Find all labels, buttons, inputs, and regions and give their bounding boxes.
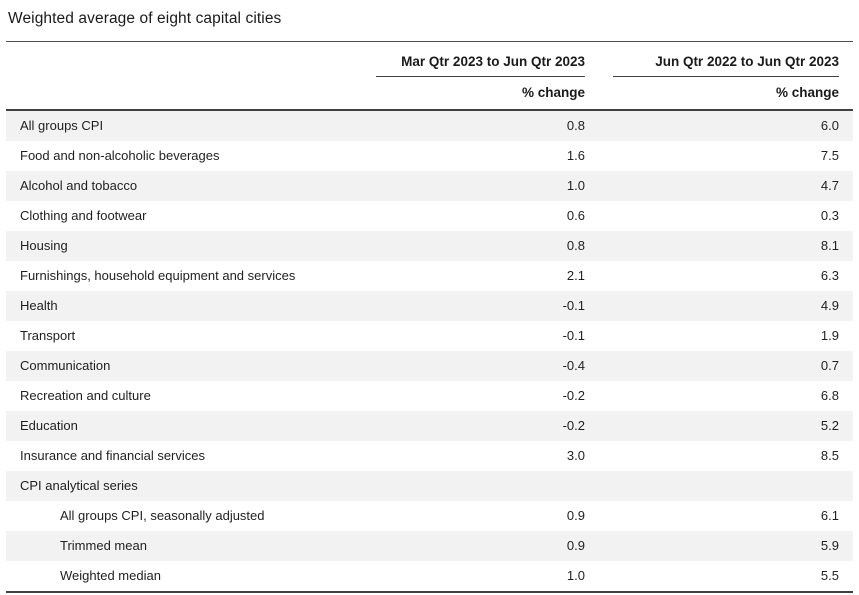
row-value-quarterly: -0.4 (562, 358, 585, 373)
title-divider (6, 41, 853, 42)
table-row: Trimmed mean 0.9 5.9 (6, 531, 853, 561)
row-value-annual: 1.9 (820, 328, 839, 343)
table-row: Health -0.1 4.9 (6, 291, 853, 321)
subheader-quarterly-pct-change: % change (362, 77, 599, 111)
row-label: Health (20, 298, 58, 313)
row-value-quarterly: 0.8 (566, 238, 585, 253)
row-label: Communication (20, 358, 111, 373)
row-value-quarterly: 3.0 (566, 448, 585, 463)
row-label: Transport (20, 328, 76, 343)
row-value-quarterly: -0.1 (562, 298, 585, 313)
row-label: Weighted median (6, 561, 362, 593)
row-value-quarterly: 0.9 (566, 538, 585, 553)
column-header-quarterly: Mar Qtr 2023 to Jun Qtr 2023 (362, 42, 599, 77)
empty-subheader-cell (6, 77, 362, 111)
table-row: All groups CPI, seasonally adjusted 0.9 … (6, 501, 853, 531)
row-label: CPI analytical series (20, 478, 138, 493)
row-value-annual: 5.5 (599, 561, 853, 593)
row-label: Trimmed mean (60, 538, 147, 553)
row-value-annual: 5.2 (820, 418, 839, 433)
row-value-annual: 6.0 (820, 118, 839, 133)
table-row: Alcohol and tobacco 1.0 4.7 (6, 171, 853, 201)
page-title: Weighted average of eight capital cities (8, 10, 282, 27)
row-label: Recreation and culture (20, 388, 151, 403)
row-value-annual: 7.5 (820, 148, 839, 163)
row-value-quarterly: 0.8 (566, 118, 585, 133)
subheader-annual-pct-change: % change (599, 77, 853, 111)
row-label: Furnishings, household equipment and ser… (20, 268, 296, 283)
table-row: Communication -0.4 0.7 (6, 351, 853, 381)
table-body: All groups CPI 0.8 6.0 Food and non-alco… (6, 110, 853, 593)
table-row: Education -0.2 5.2 (6, 411, 853, 441)
row-value-annual: 0.3 (820, 208, 839, 223)
row-value-annual: 8.1 (820, 238, 839, 253)
table-row: Housing 0.8 8.1 (6, 231, 853, 261)
row-value-annual: 6.8 (820, 388, 839, 403)
row-label: All groups CPI, seasonally adjusted (60, 508, 265, 523)
row-label: Food and non-alcoholic beverages (20, 148, 220, 163)
row-value-quarterly: 0.6 (566, 208, 585, 223)
row-value-quarterly: 1.6 (566, 148, 585, 163)
row-value-annual: 5.9 (820, 538, 839, 553)
row-label: Housing (20, 238, 68, 253)
row-value-quarterly: 0.9 (566, 508, 585, 523)
table-row: Recreation and culture -0.2 6.8 (6, 381, 853, 411)
row-value-quarterly: 2.1 (566, 268, 585, 283)
row-value-quarterly: 1.0 (362, 561, 599, 593)
row-value-quarterly: -0.2 (562, 388, 585, 403)
row-value-annual: 4.9 (820, 298, 839, 313)
row-value-annual: 8.5 (820, 448, 839, 463)
table-row: Furnishings, household equipment and ser… (6, 261, 853, 291)
row-label: Insurance and financial services (20, 448, 205, 463)
row-value-annual: 6.3 (820, 268, 839, 283)
row-value-annual: 4.7 (820, 178, 839, 193)
table-row: Transport -0.1 1.9 (6, 321, 853, 351)
row-value-quarterly: 1.0 (566, 178, 585, 193)
row-value-quarterly: -0.1 (562, 328, 585, 343)
table-row: Clothing and footwear 0.6 0.3 (6, 201, 853, 231)
table-header: Mar Qtr 2023 to Jun Qtr 2023 Jun Qtr 202… (6, 42, 853, 111)
column-header-annual: Jun Qtr 2022 to Jun Qtr 2023 (599, 42, 853, 77)
row-label: Alcohol and tobacco (20, 178, 138, 193)
period-header-row: Mar Qtr 2023 to Jun Qtr 2023 Jun Qtr 202… (6, 42, 853, 77)
row-value-annual: 6.1 (820, 508, 839, 523)
subheader-row: % change % change (6, 77, 853, 111)
row-value-quarterly (362, 471, 599, 501)
table-row: Insurance and financial services 3.0 8.5 (6, 441, 853, 471)
empty-header-cell (6, 42, 362, 77)
row-label: Education (20, 418, 78, 433)
table-row: Weighted median 1.0 5.5 (6, 561, 853, 593)
row-label: Clothing and footwear (20, 208, 147, 223)
table-row: All groups CPI 0.8 6.0 (6, 110, 853, 141)
cpi-data-table: Mar Qtr 2023 to Jun Qtr 2023 Jun Qtr 202… (6, 42, 853, 593)
row-label: All groups CPI (20, 118, 104, 133)
row-value-annual: 0.7 (820, 358, 839, 373)
row-value-quarterly: -0.2 (562, 418, 585, 433)
row-value-annual (599, 471, 853, 501)
table-row: CPI analytical series (6, 471, 853, 501)
table-row: Food and non-alcoholic beverages 1.6 7.5 (6, 141, 853, 171)
